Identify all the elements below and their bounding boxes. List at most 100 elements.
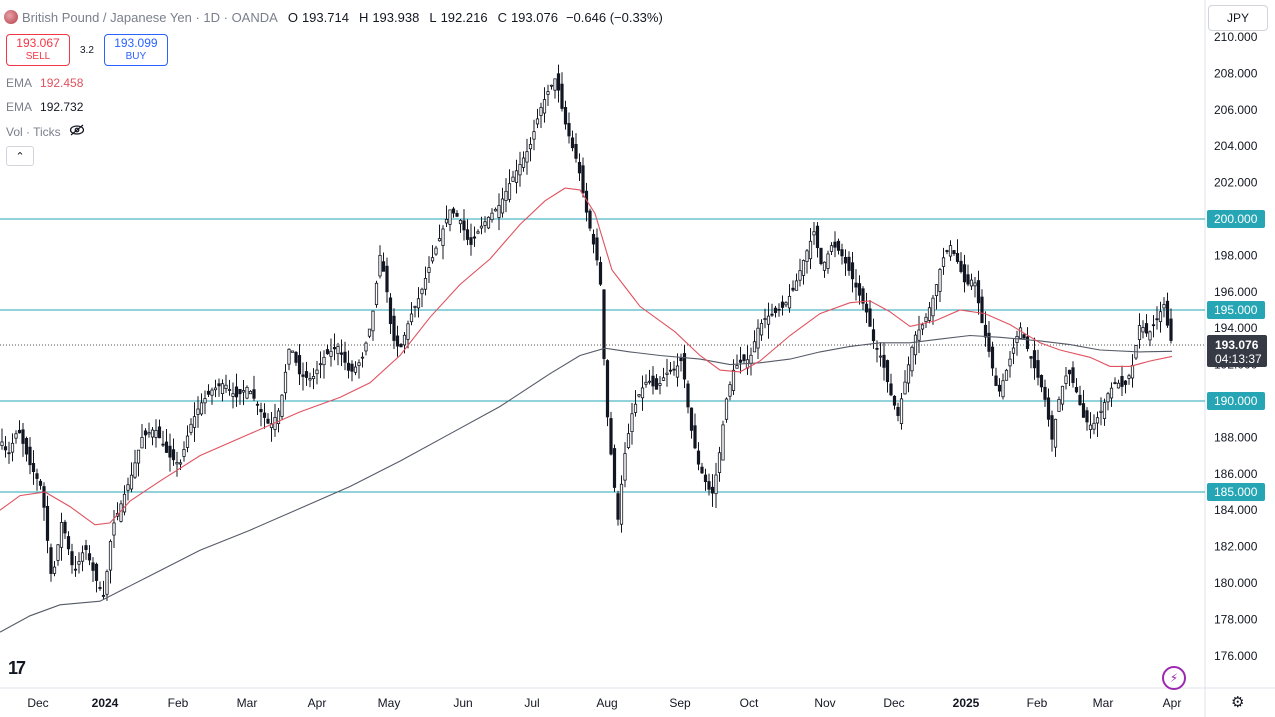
candle-body	[504, 190, 508, 201]
candle-body	[59, 522, 64, 548]
indicator-ema-grey[interactable]: EMA 192.732	[6, 100, 83, 114]
candle-body	[7, 452, 11, 455]
time-tick-label: Dec	[883, 696, 904, 710]
candle-body	[815, 225, 820, 249]
candle-body	[185, 435, 190, 448]
candle-body	[542, 99, 547, 114]
price-tick-label: 210.000	[1214, 30, 1258, 44]
candle-body	[112, 522, 116, 536]
candle-body	[199, 402, 204, 415]
candle-body	[497, 205, 501, 218]
candle-body	[763, 318, 767, 321]
candle-body	[434, 247, 438, 255]
candle-body	[416, 298, 421, 309]
settings-icon[interactable]: ⚙	[1231, 694, 1245, 711]
candle-body	[399, 344, 403, 348]
candle-body	[994, 375, 998, 386]
candle-body	[532, 131, 536, 140]
candle-body	[1158, 311, 1163, 323]
candle-body	[427, 267, 431, 273]
candle-body	[1001, 380, 1005, 398]
candle-body	[1050, 415, 1054, 440]
tradingview-logo-icon[interactable]: 17	[8, 658, 26, 678]
candle-body	[850, 262, 855, 280]
candle-body	[766, 315, 771, 325]
ohlc-open-value: 193.714	[301, 9, 349, 25]
candle-body	[857, 283, 862, 296]
candle-body	[150, 429, 155, 438]
last-price-label-bg	[1207, 335, 1267, 368]
level-label-bg	[1207, 301, 1265, 319]
candle-body	[780, 301, 785, 308]
indicator-ema-red[interactable]: EMA 192.458	[6, 76, 83, 90]
candle-body	[87, 553, 92, 561]
last-price-label: 193.076	[1215, 338, 1259, 352]
candle-body	[973, 282, 977, 287]
indicator-value: 192.732	[40, 100, 84, 114]
candle-body	[1022, 334, 1026, 339]
candle-body	[682, 353, 687, 380]
candle-body	[154, 429, 158, 438]
candle-body	[1095, 417, 1100, 424]
time-tick-label: Apr	[1163, 696, 1182, 710]
candle-body	[861, 288, 865, 304]
candle-body	[318, 363, 323, 366]
candle-body	[602, 289, 606, 359]
currency-button[interactable]: JPY	[1208, 5, 1268, 31]
candle-body	[612, 448, 617, 488]
eye-hidden-icon[interactable]	[69, 124, 85, 139]
sell-price: 193.067	[16, 36, 60, 50]
candle-body	[1113, 382, 1117, 384]
candle-body	[14, 433, 18, 439]
candle-body	[836, 240, 841, 251]
candle-body	[808, 240, 813, 260]
candle-body	[605, 360, 610, 418]
candle-body	[787, 295, 792, 309]
candle-body	[843, 256, 848, 264]
candle-body	[1071, 367, 1075, 383]
candle-body	[941, 257, 946, 267]
candle-body	[378, 254, 382, 277]
indicator-name: Vol · Ticks	[6, 124, 61, 139]
candle-body	[651, 375, 655, 387]
candle-body	[31, 463, 36, 473]
collapse-legend-button[interactable]: ⌃	[6, 146, 34, 166]
candle-body	[353, 366, 358, 373]
ohlc-legend: British Pound / Japanese Yen · 1D · OAND…	[4, 6, 663, 28]
candle-body	[913, 334, 918, 356]
candle-body	[290, 350, 295, 353]
candle-body	[665, 372, 669, 375]
level-label: 185.000	[1214, 485, 1258, 499]
candle-body	[966, 274, 970, 285]
candle-body	[644, 381, 648, 385]
candle-body	[1144, 323, 1149, 334]
candle-body	[1053, 418, 1058, 448]
sell-button[interactable]: 193.067 SELL	[6, 34, 70, 66]
candle-body	[546, 91, 550, 95]
indicator-volume[interactable]: Vol · Ticks	[6, 124, 85, 139]
candle-body	[1057, 399, 1061, 412]
level-label: 200.000	[1214, 212, 1258, 226]
candle-body	[703, 474, 708, 483]
candle-body	[826, 253, 830, 269]
symbol-title[interactable]: British Pound / Japanese Yen · 1D · OAND…	[22, 9, 278, 25]
candle-body	[413, 305, 417, 308]
candle-body	[402, 334, 407, 346]
candle-body	[462, 220, 466, 231]
lightning-icon[interactable]: ⚡	[1162, 666, 1186, 690]
candle-body	[623, 453, 627, 481]
candle-body	[213, 387, 218, 391]
time-tick-label: Aug	[596, 696, 617, 710]
sell-label: SELL	[25, 51, 51, 62]
candle-body	[955, 253, 960, 262]
candle-body	[133, 462, 137, 478]
chevron-up-icon: ⌃	[15, 150, 25, 163]
ohlc-high-key: H	[358, 9, 369, 25]
candle-body	[759, 323, 764, 336]
candle-body	[927, 307, 932, 321]
candle-body	[500, 198, 505, 214]
candle-body	[220, 383, 225, 394]
candle-body	[17, 429, 22, 434]
buy-button[interactable]: 193.099 BUY	[103, 34, 168, 66]
